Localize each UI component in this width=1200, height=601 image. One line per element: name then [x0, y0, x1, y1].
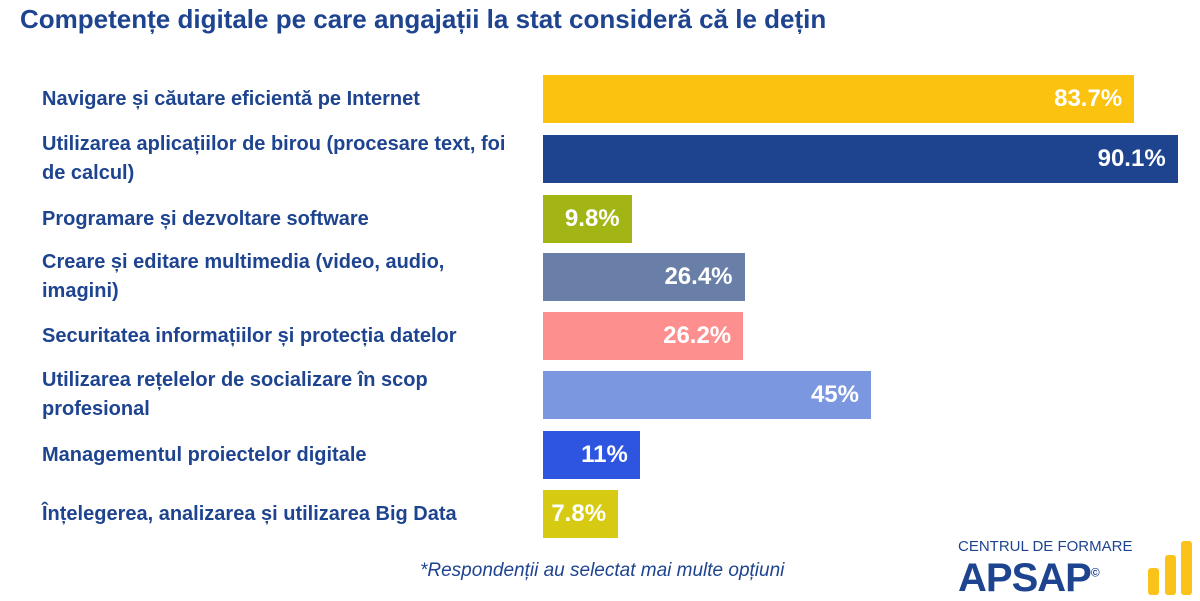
category-label: Înțelegerea, analizarea și utilizarea Bi… — [42, 502, 457, 525]
logo-subtitle: CENTRUL DE FORMARE — [958, 538, 1133, 555]
category-label: Managementul proiectelor digitale — [42, 443, 367, 466]
category-label: Utilizarea rețelelor de socializare în s… — [42, 369, 428, 420]
bar: 9.8% — [543, 195, 632, 243]
bar: 83.7% — [543, 75, 1135, 123]
category-label: Programare și dezvoltare software — [42, 207, 369, 230]
category-label: Securitatea informațiilor și protecția d… — [42, 324, 457, 347]
data-label: 11% — [581, 441, 628, 468]
data-label: 45% — [810, 381, 859, 408]
bar: 45% — [543, 371, 871, 419]
bar: 11% — [543, 431, 640, 479]
category-label: Utilizarea aplicațiilor de birou (proces… — [42, 133, 506, 184]
data-label: 9.8% — [564, 205, 620, 232]
data-label: 83.7% — [1054, 85, 1123, 112]
logo-name: APSAP© — [958, 556, 1100, 600]
bar: 90.1% — [543, 135, 1178, 183]
data-label: 26.4% — [664, 263, 733, 290]
bar: 26.2% — [543, 312, 744, 360]
data-label: 26.2% — [663, 322, 732, 349]
category-label: Navigare și căutare eficientă pe Interne… — [42, 87, 420, 110]
data-label: 90.1% — [1097, 145, 1166, 172]
footnote: *Respondenții au selectat mai multe opți… — [420, 560, 785, 581]
bar: 26.4% — [543, 253, 745, 301]
category-label: Creare și editare multimedia (video, aud… — [42, 251, 445, 302]
bar: 7.8% — [543, 490, 619, 538]
data-label: 7.8% — [551, 500, 607, 527]
chart-title: Competențe digitale pe care angajații la… — [20, 4, 827, 34]
